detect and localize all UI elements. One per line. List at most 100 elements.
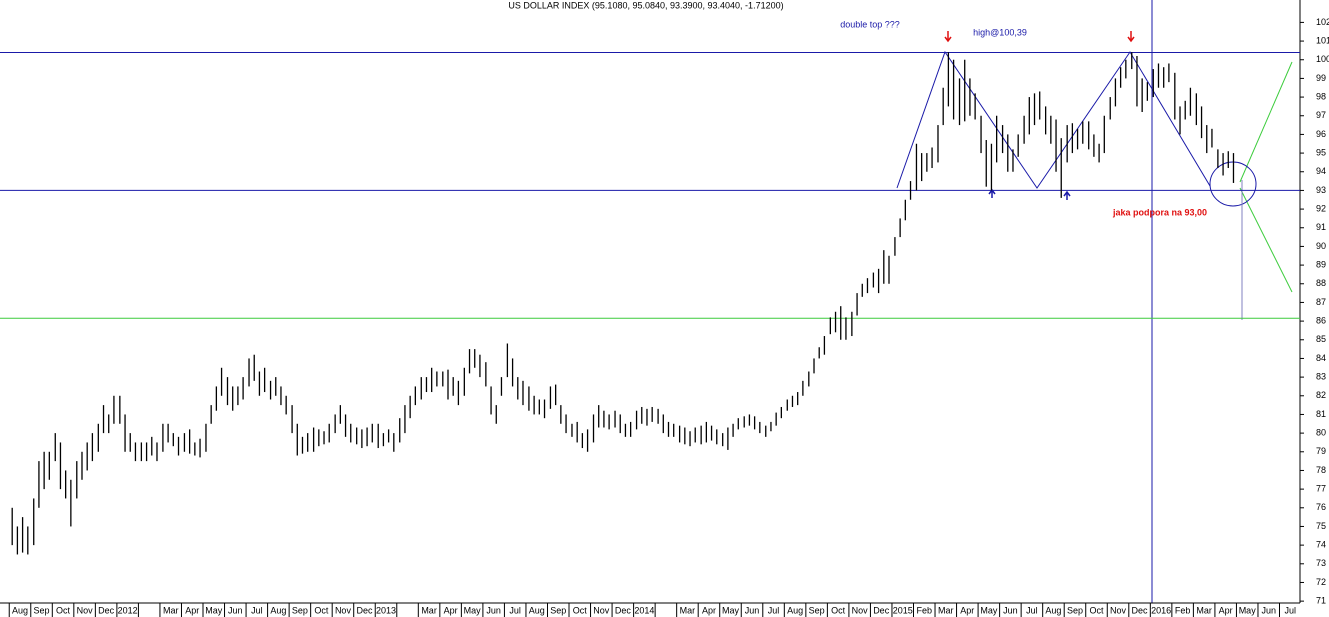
x-tick-label: Nov <box>593 605 610 615</box>
x-tick-label: Apr <box>444 605 458 615</box>
y-tick-label: 88 <box>1316 278 1326 288</box>
x-tick-label: Oct <box>314 605 329 615</box>
annotation: double top ??? <box>840 19 900 29</box>
y-tick-label: 86 <box>1316 315 1326 325</box>
x-tick-label: Nov <box>852 605 869 615</box>
x-tick-label: Sep <box>292 605 308 615</box>
y-tick-label: 78 <box>1316 465 1326 475</box>
y-tick-label: 72 <box>1316 577 1326 587</box>
x-tick-label: Feb <box>917 605 933 615</box>
y-tick-label: 99 <box>1316 73 1326 83</box>
x-tick-label: Feb <box>1175 605 1191 615</box>
x-tick-label: Sep <box>809 605 825 615</box>
x-tick-label: Mar <box>421 605 437 615</box>
x-tick-label: Nov <box>1110 605 1127 615</box>
x-tick-label: Dec <box>615 605 632 615</box>
x-tick-label: Dec <box>873 605 890 615</box>
x-tick-label: Dec <box>356 605 373 615</box>
chart-title: US DOLLAR INDEX (95.1080, 95.0840, 93.39… <box>508 0 783 10</box>
y-tick-label: 94 <box>1316 166 1326 176</box>
x-tick-label: Sep <box>1067 605 1083 615</box>
x-tick-label: May <box>1239 605 1257 615</box>
x-tick-label: Sep <box>550 605 566 615</box>
x-tick-label: Jun <box>228 605 243 615</box>
x-tick-label: Aug <box>12 605 28 615</box>
x-tick-label: May <box>205 605 223 615</box>
y-tick-label: 71 <box>1316 596 1326 606</box>
y-tick-label: 75 <box>1316 521 1326 531</box>
y-tick-label: 74 <box>1316 540 1326 550</box>
y-tick-label: 80 <box>1316 427 1326 437</box>
arrow <box>944 31 952 43</box>
x-tick-label: Aug <box>787 605 803 615</box>
x-tick-label: Mar <box>938 605 954 615</box>
x-tick-label: May <box>722 605 740 615</box>
y-tick-label: 96 <box>1316 129 1326 139</box>
x-tick-label: 2013 <box>376 605 396 615</box>
x-tick-label: Nov <box>77 605 94 615</box>
x-tick-label: Jul <box>1026 605 1038 615</box>
y-tick-label: 76 <box>1316 502 1326 512</box>
x-tick-label: Apr <box>185 605 199 615</box>
x-tick-label: Jul <box>251 605 263 615</box>
arrow <box>1063 190 1071 200</box>
x-tick-label: 2016 <box>1151 605 1171 615</box>
x-tick-label: May <box>980 605 998 615</box>
x-tick-label: Jun <box>1261 605 1276 615</box>
annotation: high@100,39 <box>973 27 1027 37</box>
x-tick-label: Dec <box>98 605 115 615</box>
arrow <box>988 188 996 198</box>
x-tick-label: Mar <box>1196 605 1212 615</box>
y-tick-label: 81 <box>1316 409 1326 419</box>
y-tick-label: 93 <box>1316 185 1326 195</box>
x-tick-label: 2015 <box>893 605 913 615</box>
x-tick-label: 2014 <box>634 605 654 615</box>
y-tick-label: 95 <box>1316 147 1326 157</box>
y-tick-label: 97 <box>1316 110 1326 120</box>
y-tick-label: 83 <box>1316 371 1326 381</box>
x-tick-label: 2012 <box>118 605 138 615</box>
y-tick-label: 101 <box>1316 35 1329 45</box>
x-tick-label: Nov <box>335 605 352 615</box>
annotation-drawing <box>0 0 1301 604</box>
x-tick-label: Apr <box>702 605 716 615</box>
x-tick-label: Sep <box>34 605 50 615</box>
y-tick-label: 98 <box>1316 91 1326 101</box>
x-tick-label: Oct <box>1089 605 1104 615</box>
y-tick-label: 73 <box>1316 558 1326 568</box>
x-tick-label: Jul <box>509 605 521 615</box>
y-tick-label: 89 <box>1316 259 1326 269</box>
x-tick-label: Jun <box>486 605 501 615</box>
y-tick-label: 85 <box>1316 334 1326 344</box>
x-tick-label: Jun <box>745 605 760 615</box>
annotation: jaka podpora na 93,00 <box>1112 207 1207 217</box>
y-tick-label: 92 <box>1316 203 1326 213</box>
arrow <box>1127 31 1135 43</box>
x-tick-label: Oct <box>831 605 846 615</box>
x-tick-label: Jul <box>768 605 780 615</box>
y-tick-label: 82 <box>1316 390 1326 400</box>
y-tick-label: 77 <box>1316 483 1326 493</box>
y-tick-label: 84 <box>1316 353 1326 363</box>
y-tick-label: 79 <box>1316 446 1326 456</box>
x-tick-label: May <box>464 605 482 615</box>
y-tick-label: 102 <box>1316 17 1329 27</box>
y-tick-label: 87 <box>1316 297 1326 307</box>
x-tick-label: Oct <box>573 605 588 615</box>
x-tick-label: Dec <box>1132 605 1149 615</box>
channel-line <box>1239 61 1293 183</box>
double-top-zigzag <box>896 50 1211 189</box>
x-tick-label: Aug <box>529 605 545 615</box>
x-tick-label: Jun <box>1003 605 1018 615</box>
y-tick-label: 100 <box>1316 54 1329 64</box>
x-tick-label: Aug <box>270 605 286 615</box>
y-tick-label: 91 <box>1316 222 1326 232</box>
channel-line <box>1239 187 1293 293</box>
x-tick-label: Apr <box>960 605 974 615</box>
x-tick-label: Aug <box>1045 605 1061 615</box>
x-tick-label: Apr <box>1219 605 1233 615</box>
x-tick-label: Mar <box>163 605 179 615</box>
x-tick-label: Jul <box>1285 605 1297 615</box>
y-tick-label: 90 <box>1316 241 1326 251</box>
x-tick-label: Oct <box>56 605 71 615</box>
